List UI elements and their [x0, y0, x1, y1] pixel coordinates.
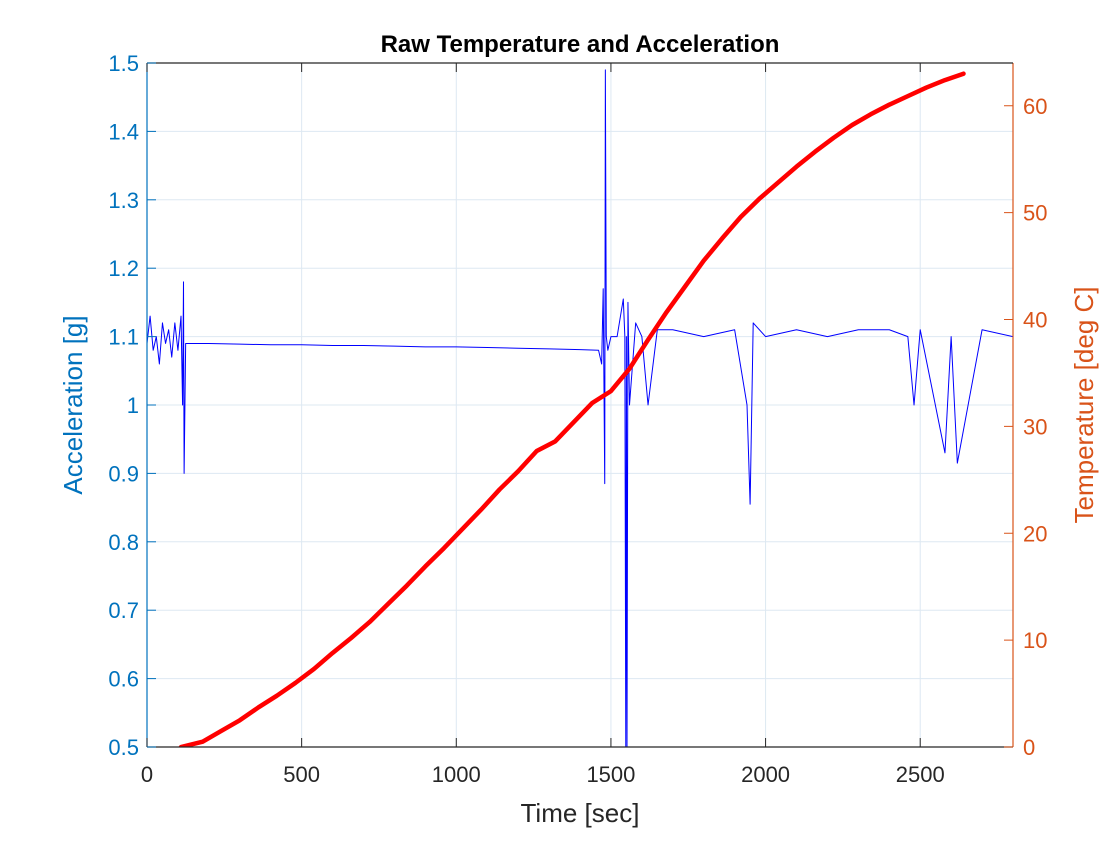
acceleration-series-line [147, 69, 1013, 747]
left-y-tick-label: 1.3 [108, 188, 139, 213]
x-tick-label: 2500 [896, 762, 945, 787]
grid-lines [147, 63, 1013, 747]
temperature-series-line [178, 71, 966, 747]
x-tick-label: 0 [141, 762, 153, 787]
right-y-axis-label: Temperature [deg C] [1069, 286, 1099, 523]
x-tick-label: 500 [283, 762, 320, 787]
axes: 0 500 1000 1500 2000 25000.50.60.70.80.911.11… [108, 51, 1047, 787]
left-y-tick-label: 0.7 [108, 598, 139, 623]
left-y-tick-label: 0.5 [108, 735, 139, 760]
left-y-tick-label: 1 [127, 393, 139, 418]
x-tick-label: 1000 [432, 762, 481, 787]
left-y-tick-label: 1.5 [108, 51, 139, 76]
plot-data [147, 69, 1013, 747]
left-y-axis-label: Acceleration [g] [58, 315, 88, 494]
right-y-tick-label: 30 [1023, 414, 1047, 439]
left-y-tick-label: 1.2 [108, 256, 139, 281]
left-y-tick-label: 1.4 [108, 119, 139, 144]
chart-title: Raw Temperature and Acceleration [381, 31, 780, 58]
left-y-tick-label: 1.1 [108, 325, 139, 350]
right-y-tick-label: 0 [1023, 735, 1035, 760]
left-y-tick-label: 0.6 [108, 667, 139, 692]
right-y-tick-label: 20 [1023, 521, 1047, 546]
x-tick-label: 1500 [586, 762, 635, 787]
right-y-tick-label: 60 [1023, 94, 1047, 119]
right-y-tick-label: 10 [1023, 628, 1047, 653]
x-tick-label: 2000 [741, 762, 790, 787]
left-y-tick-label: 0.9 [108, 461, 139, 486]
left-y-tick-label: 0.8 [108, 530, 139, 555]
right-y-tick-label: 50 [1023, 201, 1047, 226]
right-y-tick-label: 40 [1023, 308, 1047, 333]
x-axis-label: Time [sec] [521, 798, 640, 828]
